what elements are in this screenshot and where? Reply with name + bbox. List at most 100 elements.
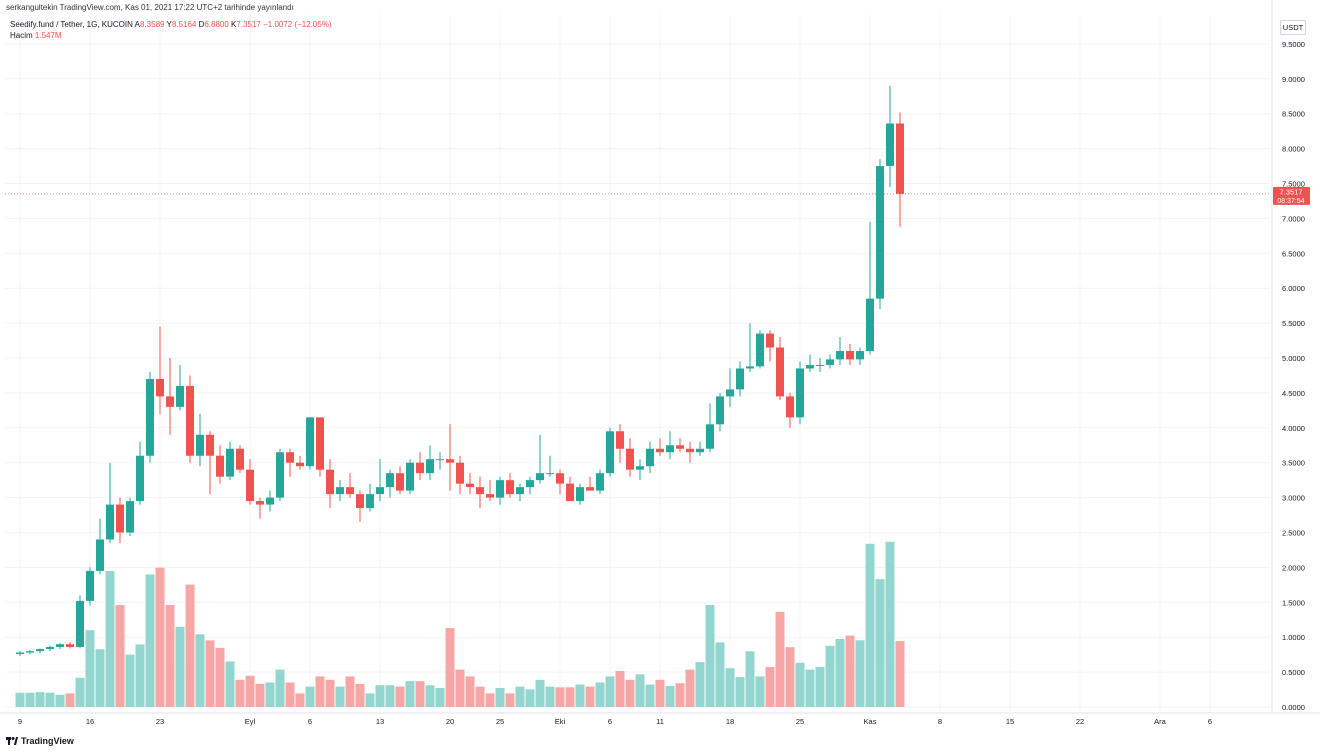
time-tick-label: Eki: [555, 717, 566, 726]
candle-body: [366, 494, 374, 509]
volume-bar: [765, 666, 775, 707]
volume-bar: [185, 584, 195, 707]
ohlc-item: −1.0072 (−12.05%): [261, 20, 332, 29]
candle-body: [636, 466, 644, 470]
ohlc-value: 7.3517: [236, 20, 261, 29]
candle-body: [436, 459, 444, 461]
volume-bar: [155, 567, 165, 707]
candle-body: [356, 494, 364, 509]
price-tick-label: 3.0000: [1282, 494, 1305, 503]
volume-bar: [445, 628, 455, 707]
brand-name: TradingView: [21, 736, 74, 746]
volume-value: 1.547M: [34, 31, 62, 40]
volume-bar: [135, 644, 145, 707]
volume-bar: [55, 694, 65, 707]
volume-bar: [525, 689, 535, 707]
candle-body: [206, 434, 214, 456]
candle-body: [756, 333, 764, 367]
time-tick-label: 23: [156, 717, 164, 726]
time-tick-label: Eyl: [245, 717, 256, 726]
candle-body: [856, 351, 864, 360]
price-tick-label: 5.0000: [1282, 354, 1305, 363]
volume-bar: [225, 661, 235, 707]
candle-body: [616, 431, 624, 449]
volume-bar: [265, 682, 275, 707]
price-tick-label: 3.5000: [1282, 459, 1305, 468]
candle-body: [516, 487, 524, 495]
currency-button[interactable]: USDT: [1280, 20, 1306, 35]
time-tick-label: 20: [446, 717, 454, 726]
volume-bar: [315, 676, 325, 707]
volume-bar: [725, 668, 735, 707]
candle-body: [446, 459, 454, 463]
volume-bar: [865, 543, 875, 707]
candle-body: [826, 359, 834, 365]
candle-body: [386, 473, 394, 488]
last-price-label: 7.3517: [1280, 187, 1303, 196]
price-tick-label: 9.5000: [1282, 40, 1305, 49]
price-axis[interactable]: 0.0000 0.5000 1.0000 1.5000 2.0000 2.5000 3.00…: [1271, 0, 1305, 713]
volume-bar: [775, 611, 785, 707]
time-tick-label: 6: [1208, 717, 1212, 726]
candle-body: [556, 473, 564, 484]
volume-bar: [655, 679, 665, 707]
price-tick-label: 6.0000: [1282, 284, 1305, 293]
volume-bar: [235, 679, 245, 707]
volume-bar: [465, 676, 475, 707]
volume-bar: [515, 686, 525, 707]
volume-bar: [275, 669, 285, 707]
volume-bar: [735, 677, 745, 707]
volume-bar: [165, 605, 175, 707]
volume-bar: [385, 685, 395, 707]
volume-bar: [25, 692, 35, 707]
time-axis[interactable]: 9 16 23 Eyl 6 13 20 25 Eki 6 11 18 25 Kas 8 15 22 Ara 6: [18, 717, 1212, 726]
candle-body: [106, 504, 114, 540]
ohlc-value: 6.8800: [204, 20, 229, 29]
ohlc-item: Y8.5164: [164, 20, 197, 29]
price-tick-label: 4.0000: [1282, 424, 1305, 433]
price-tick-label: 8.5000: [1282, 110, 1305, 119]
volume-bar: [495, 687, 505, 707]
candle-body: [426, 459, 434, 474]
candle-body: [236, 448, 244, 470]
candle-body: [536, 473, 544, 481]
volume-bar: [885, 541, 895, 707]
volume-bar: [805, 669, 815, 707]
candle-body: [36, 649, 44, 652]
volume-bar: [345, 676, 355, 707]
candle-body: [186, 385, 194, 456]
price-tick-label: 7.5000: [1282, 180, 1305, 189]
volume-bar: [105, 571, 115, 707]
volume-bar: [595, 682, 605, 707]
price-tick-label: 2.0000: [1282, 563, 1305, 572]
candle-body: [766, 333, 774, 348]
tradingview-brand[interactable]: TradingView: [6, 736, 74, 746]
price-tick-label: 0.5000: [1282, 668, 1305, 677]
volume-bar: [585, 686, 595, 707]
candle-body: [46, 646, 54, 650]
volume-bar: [365, 693, 375, 707]
time-tick-label: 25: [496, 717, 504, 726]
candle-body: [646, 448, 654, 467]
candle-body: [496, 480, 504, 498]
volume-bar: [65, 693, 75, 707]
candle-body: [726, 389, 734, 397]
volume-bar: [435, 687, 445, 707]
last-price-line: 7.3517 08:37:54: [5, 186, 1310, 205]
price-tick-label: 1.0000: [1282, 633, 1305, 642]
candle-body: [776, 347, 784, 397]
candle-body: [406, 462, 414, 491]
volume-bar: [195, 634, 205, 707]
candle-body: [226, 448, 234, 477]
candle-body: [126, 501, 134, 533]
candle-body: [396, 473, 404, 491]
candle-body: [656, 448, 664, 453]
price-tick-label: 8.0000: [1282, 145, 1305, 154]
time-tick-label: 6: [608, 717, 612, 726]
volume-bar: [335, 686, 345, 707]
volume-bar: [375, 685, 385, 707]
candle-body: [156, 378, 164, 397]
volume-bar: [215, 647, 225, 707]
price-tick-label: 1.5000: [1282, 598, 1305, 607]
